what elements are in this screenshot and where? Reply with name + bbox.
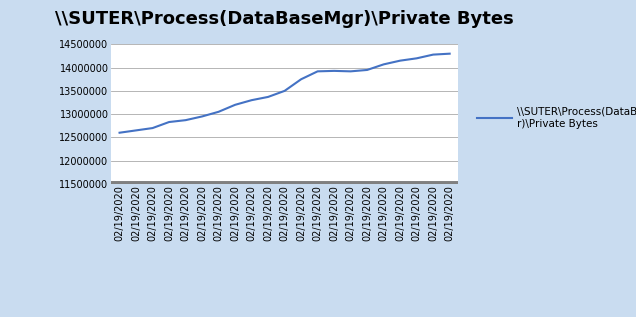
Text: \\SUTER\Process(DataBaseMg
r)\Private Bytes: \\SUTER\Process(DataBaseMg r)\Private By… xyxy=(516,107,636,129)
Text: \\SUTER\Process(DataBaseMgr)\Private Bytes: \\SUTER\Process(DataBaseMgr)\Private Byt… xyxy=(55,10,514,28)
